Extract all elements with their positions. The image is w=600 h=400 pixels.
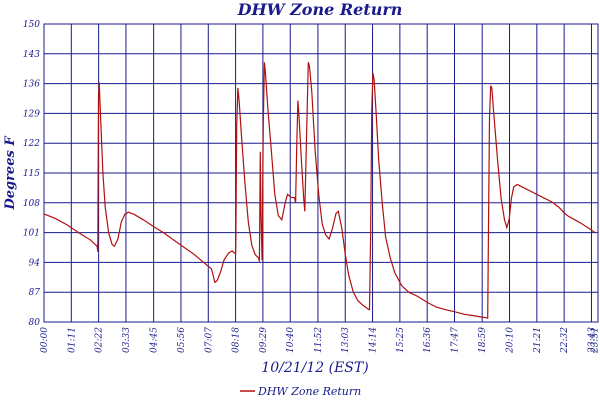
x-tick-label: 08:18 [232,327,242,353]
x-tick-label: 10:40 [286,327,296,353]
series-line-dhw-zone-return [43,62,595,319]
gridlines [43,23,598,323]
y-tick-label: 80 [29,318,41,328]
plot-frame [43,23,599,323]
x-tick-label: 07:07 [204,327,214,353]
x-tick-label: 13:03 [341,327,351,353]
x-tick-label: 11:52 [314,327,324,353]
x-tick-label: 23:51 [591,327,600,354]
y-tick-label: 150 [23,20,40,30]
x-tick-label: 22:32 [560,327,570,354]
y-tick-label: 122 [23,139,40,149]
x-tick-label: 00:00 [40,327,50,353]
y-tick-label: 108 [23,199,40,209]
x-tick-label: 18:59 [478,327,488,353]
legend-entry: DHW Zone Return [257,385,361,398]
x-tick-label: 17:47 [450,327,460,353]
series-layer [43,62,595,319]
y-tick-label: 143 [23,50,40,60]
legend: DHW Zone Return [240,385,361,398]
x-tick-label: 23:43 [587,327,597,354]
x-tick-label: 15:25 [396,327,406,353]
y-tick-label: 136 [23,80,40,90]
x-tick-label: 03:33 [122,327,132,353]
y-tick-label: 87 [29,288,41,298]
y-axis-label: Degrees F [3,136,18,211]
y-tick-label: 101 [23,229,40,239]
x-tick-labels: 00:00 01:11 02:22 03:33 04:45 05:56 07:07 08:18… [40,327,600,354]
x-tick-label: 01:11 [67,327,77,353]
x-axis-label: 10/21/12 (EST) [261,360,368,376]
x-tick-label: 05:56 [177,327,187,353]
y-tick-label: 129 [23,109,40,119]
chart-title: DHW Zone Return [237,0,403,19]
y-tick-label: 115 [23,169,40,179]
x-tick-label: 20:10 [506,327,516,354]
x-tick-label: 21:21 [533,327,543,354]
x-tick-label: 14:14 [369,327,379,353]
y-tick-label: 94 [29,258,41,268]
y-tick-labels: 80 87 94 101 108 115 122 129 136 143 150 [23,20,40,328]
x-tick-label: 02:22 [95,327,105,353]
x-tick-label: 09:29 [259,327,269,353]
x-tick-label: 16:36 [423,327,433,353]
x-tick-label: 04:45 [150,327,160,353]
